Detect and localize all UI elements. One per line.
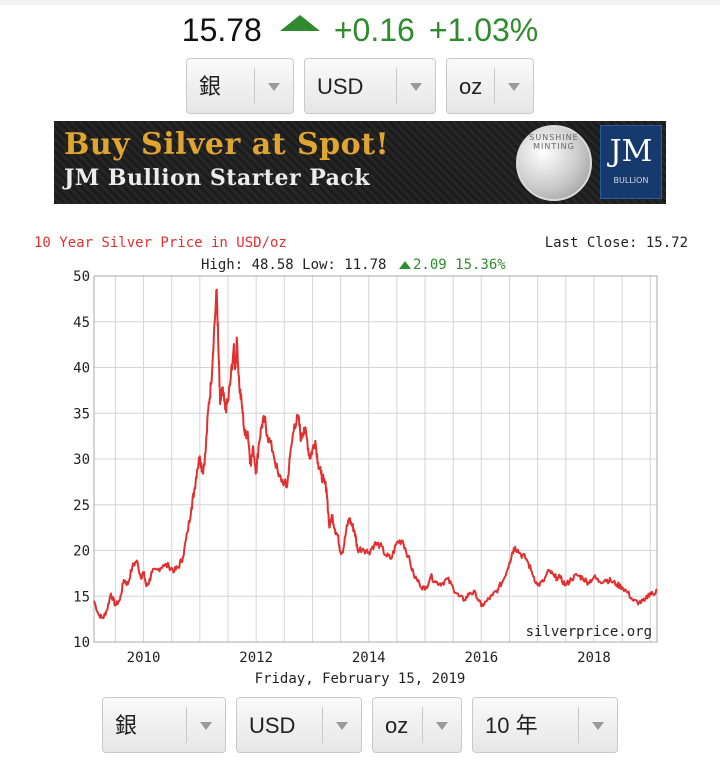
plot-frame (93, 275, 658, 643)
x-tick-label: 2018 (577, 650, 611, 666)
y-tick-label: 50 (73, 269, 90, 285)
y-tick-label: 25 (73, 498, 90, 514)
chevron-down-icon (410, 83, 422, 91)
y-tick-label: 20 (73, 544, 90, 560)
x-tick-label: 2010 (127, 650, 161, 666)
metal-select-value: 銀 (199, 74, 222, 99)
currency-select-value: USD (249, 713, 296, 738)
last-close: Last Close: 15.72 (545, 235, 688, 251)
chevron-down-icon (592, 722, 604, 730)
jm-bullion-logo: JM BULLION (600, 125, 662, 199)
price-series-line (93, 288, 658, 620)
unit-select[interactable]: oz (446, 58, 534, 114)
chart-title: 10 Year Silver Price in USD/oz (34, 235, 287, 251)
y-tick-label: 10 (73, 635, 90, 651)
current-price: 15.78 (181, 12, 262, 48)
unit-select-bottom[interactable]: oz (372, 697, 462, 753)
x-tick-label: 2012 (239, 650, 273, 666)
banner-subline: JM Bullion Starter Pack (64, 165, 371, 191)
select-divider (186, 707, 187, 743)
chevron-down-icon (436, 722, 448, 730)
y-tick-label: 30 (73, 452, 90, 468)
period-change: 2.09 15.36% (413, 257, 506, 273)
currency-select-value: USD (317, 74, 364, 99)
up-arrow-icon (279, 15, 320, 31)
price-change-percent: +1.03% (428, 12, 539, 48)
select-divider (396, 68, 397, 104)
top-strip (0, 0, 720, 5)
period-select-value: 10 年 (485, 713, 538, 738)
period-select[interactable]: 10 年 (472, 697, 618, 753)
logo-letters: JM (609, 134, 653, 169)
silver-price-chart: 10 Year Silver Price in USD/oz Last Clos… (34, 235, 688, 687)
select-divider (322, 707, 323, 743)
x-tick-label: 2014 (352, 650, 386, 666)
silver-coin-image: SUNSHINE MINTING (516, 125, 592, 201)
banner-headline: Buy Silver at Spot! (64, 127, 390, 162)
unit-select-value: oz (385, 713, 409, 738)
y-tick-label: 45 (73, 315, 90, 331)
currency-select[interactable]: USD (304, 58, 436, 114)
up-triangle-icon (399, 261, 411, 269)
chevron-down-icon (200, 722, 212, 730)
select-divider (494, 68, 495, 104)
metal-select[interactable]: 銀 (186, 58, 294, 114)
high-low-stats: High: 48.58 Low: 11.78 (201, 257, 386, 273)
y-tick-label: 35 (73, 406, 90, 422)
select-divider (578, 707, 579, 743)
coin-inscription: SUNSHINE MINTING (529, 133, 579, 151)
watermark: silverprice.org (526, 624, 652, 640)
y-tick-label: 40 (73, 361, 90, 377)
price-quote: 15.78 +0.16 +1.03% (0, 10, 720, 50)
select-divider (254, 68, 255, 104)
select-divider (422, 707, 423, 743)
y-tick-label: 15 (73, 589, 90, 605)
metal-select-value: 銀 (115, 713, 138, 738)
unit-select-value: oz (459, 74, 483, 99)
price-change: +0.16 (333, 12, 415, 48)
chevron-down-icon (336, 722, 348, 730)
x-tick-label: 2016 (464, 650, 498, 666)
chevron-down-icon (508, 83, 520, 91)
jm-bullion-ad-banner[interactable]: Buy Silver at Spot! JM Bullion Starter P… (54, 121, 666, 204)
currency-select-bottom[interactable]: USD (236, 697, 362, 753)
chevron-down-icon (268, 83, 280, 91)
date-label: Friday, February 15, 2019 (255, 671, 466, 687)
metal-select-bottom[interactable]: 銀 (102, 697, 226, 753)
logo-subtext: BULLION (613, 176, 649, 185)
